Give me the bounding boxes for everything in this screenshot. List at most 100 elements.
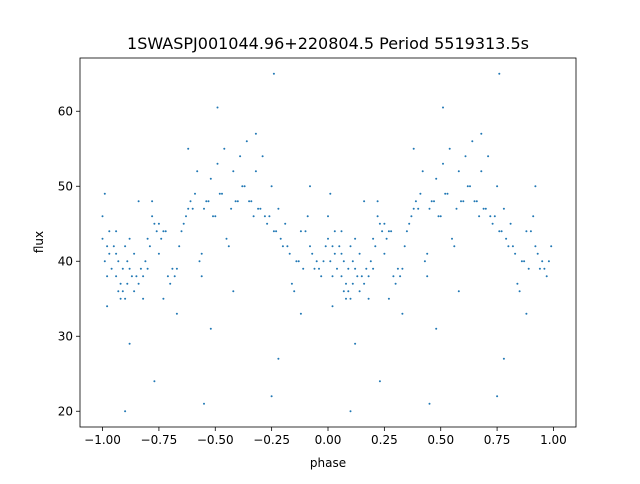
data-point (227, 245, 230, 248)
data-point (347, 267, 350, 270)
data-point (545, 275, 548, 278)
data-point (248, 200, 251, 203)
data-point (115, 230, 118, 233)
y-tick-label: 40 (58, 254, 73, 268)
data-point (254, 170, 257, 173)
data-point (426, 252, 429, 255)
data-point (281, 245, 284, 248)
data-point (299, 230, 302, 233)
data-point (360, 275, 363, 278)
data-point (511, 245, 514, 248)
data-point (124, 297, 127, 300)
data-point (516, 282, 519, 285)
data-point (194, 192, 196, 195)
data-point (284, 222, 287, 225)
y-tick-label: 60 (58, 104, 73, 118)
data-point (378, 222, 381, 225)
data-point (196, 170, 199, 173)
data-point (128, 342, 131, 345)
data-point (421, 170, 424, 173)
data-point (502, 357, 505, 360)
data-point (457, 170, 460, 173)
data-point (164, 230, 167, 233)
data-point (392, 275, 395, 278)
data-point (214, 215, 217, 218)
data-point (480, 170, 483, 173)
data-point (191, 207, 194, 210)
data-point (336, 267, 338, 270)
data-point (115, 252, 118, 255)
data-point (290, 282, 293, 285)
x-tick-label: 0.50 (427, 433, 454, 447)
x-tick-label: 0.75 (484, 433, 511, 447)
data-point (403, 245, 406, 248)
data-point (115, 275, 118, 278)
data-point (318, 267, 320, 270)
data-point (349, 410, 352, 413)
x-tick-label: 1.00 (540, 433, 567, 447)
data-point (270, 185, 273, 188)
data-point (527, 267, 530, 270)
data-point (358, 252, 361, 255)
data-point (148, 245, 151, 248)
data-point (442, 106, 444, 109)
data-point (205, 200, 208, 203)
y-axis-label: flux (32, 231, 46, 253)
data-point (437, 215, 440, 218)
data-point (514, 252, 517, 255)
data-point (338, 245, 341, 248)
data-point (442, 162, 444, 165)
data-point (304, 230, 307, 233)
y-axis: 20 30 40 50 60 (58, 104, 80, 418)
data-point (349, 297, 352, 300)
data-point (128, 237, 131, 240)
data-point (374, 245, 377, 248)
y-tick-label: 20 (58, 404, 73, 418)
data-point (340, 275, 343, 278)
data-point (277, 357, 280, 360)
data-point (207, 200, 210, 203)
data-point (327, 237, 329, 240)
data-point (203, 207, 205, 210)
data-point (126, 282, 129, 285)
data-point (187, 147, 190, 150)
data-point (401, 312, 404, 315)
data-point (175, 267, 178, 270)
data-point (423, 260, 426, 263)
x-tick-label: 0.00 (315, 433, 342, 447)
data-point (124, 410, 127, 413)
data-point (538, 267, 541, 270)
data-point (106, 275, 109, 278)
data-point (133, 290, 136, 293)
data-point (340, 230, 343, 233)
data-point (536, 252, 539, 255)
data-point (448, 147, 451, 150)
data-point (311, 252, 314, 255)
data-point (302, 267, 305, 270)
data-point (203, 402, 205, 405)
data-point (322, 260, 325, 263)
data-point (453, 245, 456, 248)
data-point (200, 275, 203, 278)
data-point (254, 132, 257, 135)
chart-title: 1SWASPJ001044.96+220804.5 Period 5519313… (127, 34, 529, 53)
data-point (236, 200, 239, 203)
data-point (520, 260, 523, 263)
data-point (257, 207, 260, 210)
data-point (426, 275, 429, 278)
data-point (117, 260, 120, 263)
data-point (223, 147, 226, 150)
data-point (200, 252, 203, 255)
data-point (502, 207, 505, 210)
data-point (491, 222, 494, 225)
data-point (372, 267, 375, 270)
data-point (345, 282, 347, 285)
data-point (232, 290, 235, 293)
data-point (412, 207, 415, 210)
data-point (270, 395, 273, 398)
data-point (342, 290, 345, 293)
data-point (405, 230, 408, 233)
data-point (121, 290, 124, 293)
data-point (547, 260, 550, 263)
